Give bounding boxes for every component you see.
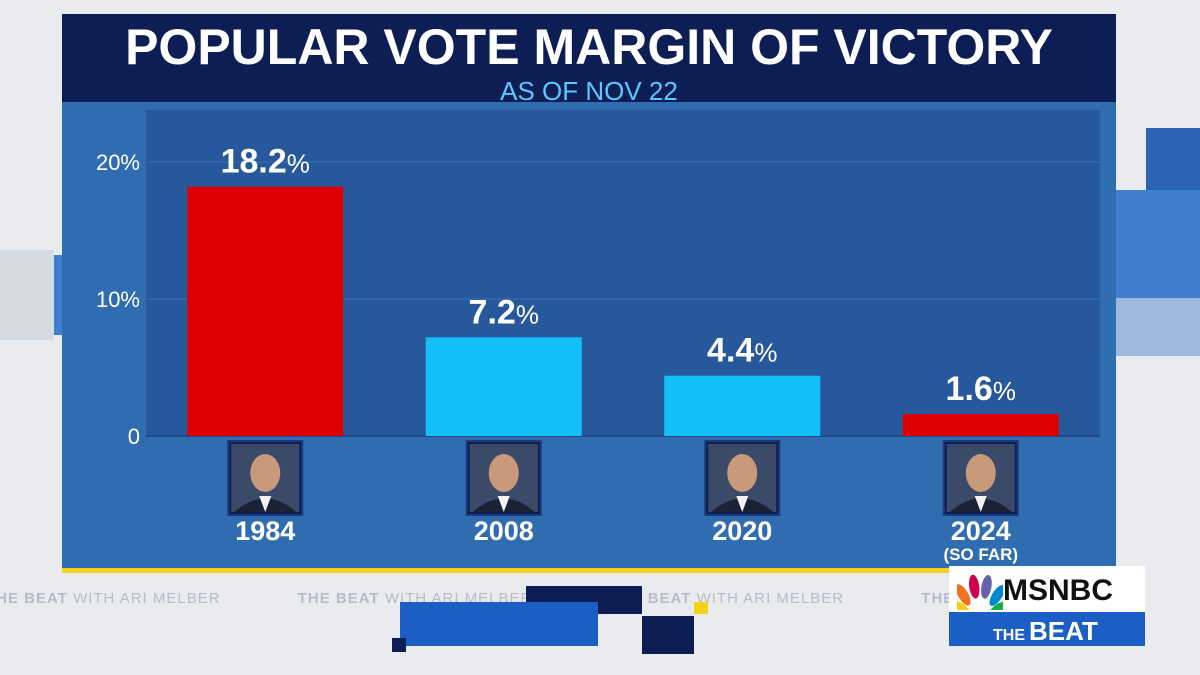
ticker-show: THE BEAT [297,590,380,607]
portrait-shirt [497,496,510,512]
chart-title: POPULAR VOTE MARGIN OF VICTORY [125,19,1053,75]
show-ticker: THE BEAT WITH ARI MELBER THE BEAT WITH A… [0,590,960,620]
network-name: MSNBC [1003,574,1113,607]
bar [664,375,821,436]
x-tick-note: (SO FAR) [943,545,1018,564]
ticker-host: WITH ARI MELBER [73,590,221,607]
peacock-icon [957,574,1003,610]
bg-block [392,638,406,652]
data-label: 7.2% [469,293,539,331]
chart-subtitle: AS OF NOV 22 [500,76,678,106]
data-label: 4.4% [707,332,777,370]
y-tick-label: 0 [128,424,140,449]
portrait-shirt [736,496,749,512]
portrait-shirt [259,496,272,512]
bg-block [642,616,694,654]
y-tick-label: 10% [96,287,140,312]
bg-block [694,602,708,614]
portrait-face [727,454,758,492]
accent-line [62,568,1116,573]
bg-block [1116,298,1200,356]
x-tick-label: 2020 [712,516,772,546]
y-tick-label: 20% [96,150,140,175]
network-logo: MSNBC THE BEAT [949,566,1145,646]
bg-block [54,255,64,335]
show-name: BEAT [1029,616,1098,646]
bar [425,337,582,436]
portrait-face [250,454,281,492]
data-label: 1.6% [946,370,1016,408]
ticker-host: WITH ARI MELBER [696,590,845,607]
bar [187,186,344,436]
bg-block [1116,190,1200,298]
bg-block [1146,128,1200,190]
x-tick-label: 2008 [474,516,534,546]
portrait-face [965,454,996,492]
title-bar: POPULAR VOTE MARGIN OF VICTORY AS OF NOV… [62,14,1116,106]
x-tick-label: 1984 [235,516,295,546]
bg-block [0,250,54,340]
ticker-show: THE BEAT [0,590,68,607]
bg-block [400,602,598,646]
data-label: 18.2% [221,143,310,181]
portrait-face [488,454,519,492]
portrait-shirt [974,496,987,512]
bar [902,414,1059,436]
x-tick-label: 2024 [951,516,1011,546]
show-prefix: THE [993,627,1025,644]
